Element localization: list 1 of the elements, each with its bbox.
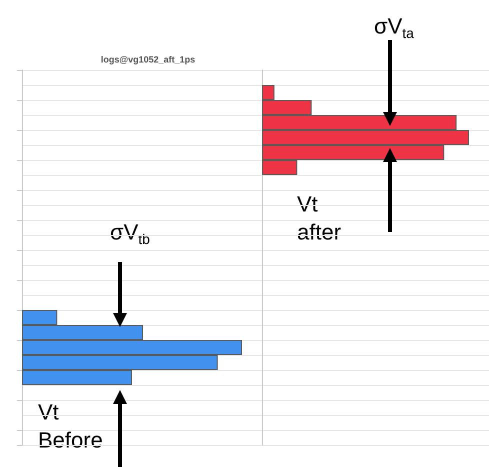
- chart-title: logs@vg1052_aft_1ps: [100, 54, 196, 64]
